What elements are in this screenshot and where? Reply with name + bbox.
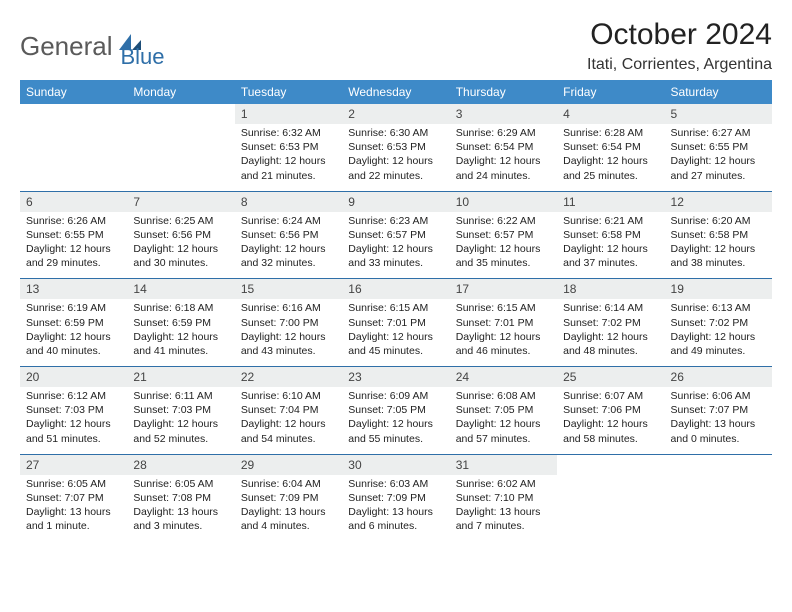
day-number-cell: 1 xyxy=(235,104,342,124)
day-number-cell: 11 xyxy=(557,191,664,212)
day-number-cell: 8 xyxy=(235,191,342,212)
day-number-cell: 7 xyxy=(127,191,234,212)
day-detail-cell: Sunrise: 6:28 AMSunset: 6:54 PMDaylight:… xyxy=(557,124,664,191)
col-monday: Monday xyxy=(127,80,234,104)
daynum-row: 20212223242526 xyxy=(20,367,772,388)
day-detail-cell: Sunrise: 6:11 AMSunset: 7:03 PMDaylight:… xyxy=(127,387,234,454)
day-detail-cell: Sunrise: 6:08 AMSunset: 7:05 PMDaylight:… xyxy=(450,387,557,454)
logo: General Blue xyxy=(20,22,165,70)
day-number-cell: 26 xyxy=(665,367,772,388)
daynum-row: 2728293031 xyxy=(20,454,772,475)
day-detail-cell xyxy=(665,475,772,542)
day-number-cell: 6 xyxy=(20,191,127,212)
day-detail-cell: Sunrise: 6:32 AMSunset: 6:53 PMDaylight:… xyxy=(235,124,342,191)
day-number-cell: 4 xyxy=(557,104,664,124)
day-detail-cell: Sunrise: 6:20 AMSunset: 6:58 PMDaylight:… xyxy=(665,212,772,279)
day-detail-cell: Sunrise: 6:18 AMSunset: 6:59 PMDaylight:… xyxy=(127,299,234,366)
day-number-cell: 15 xyxy=(235,279,342,300)
calendar-table: Sunday Monday Tuesday Wednesday Thursday… xyxy=(20,80,772,541)
day-detail-cell: Sunrise: 6:26 AMSunset: 6:55 PMDaylight:… xyxy=(20,212,127,279)
day-number-cell: 20 xyxy=(20,367,127,388)
day-detail-cell: Sunrise: 6:30 AMSunset: 6:53 PMDaylight:… xyxy=(342,124,449,191)
daynum-row: 6789101112 xyxy=(20,191,772,212)
day-number-cell: 13 xyxy=(20,279,127,300)
day-number-cell: 17 xyxy=(450,279,557,300)
day-number-cell: 10 xyxy=(450,191,557,212)
day-number-cell xyxy=(20,104,127,124)
day-detail-cell: Sunrise: 6:07 AMSunset: 7:06 PMDaylight:… xyxy=(557,387,664,454)
day-number-cell: 21 xyxy=(127,367,234,388)
day-number-cell xyxy=(557,454,664,475)
day-number-cell: 14 xyxy=(127,279,234,300)
logo-text-blue: Blue xyxy=(121,44,165,70)
logo-text-general: General xyxy=(20,31,113,62)
col-sunday: Sunday xyxy=(20,80,127,104)
day-detail-cell: Sunrise: 6:15 AMSunset: 7:01 PMDaylight:… xyxy=(450,299,557,366)
page-title: October 2024 xyxy=(587,18,772,52)
day-detail-cell: Sunrise: 6:02 AMSunset: 7:10 PMDaylight:… xyxy=(450,475,557,542)
col-tuesday: Tuesday xyxy=(235,80,342,104)
day-detail-cell: Sunrise: 6:29 AMSunset: 6:54 PMDaylight:… xyxy=(450,124,557,191)
daynum-row: 13141516171819 xyxy=(20,279,772,300)
detail-row: Sunrise: 6:05 AMSunset: 7:07 PMDaylight:… xyxy=(20,475,772,542)
day-detail-cell: Sunrise: 6:06 AMSunset: 7:07 PMDaylight:… xyxy=(665,387,772,454)
day-detail-cell: Sunrise: 6:16 AMSunset: 7:00 PMDaylight:… xyxy=(235,299,342,366)
day-detail-cell: Sunrise: 6:24 AMSunset: 6:56 PMDaylight:… xyxy=(235,212,342,279)
day-detail-cell: Sunrise: 6:22 AMSunset: 6:57 PMDaylight:… xyxy=(450,212,557,279)
day-detail-cell xyxy=(557,475,664,542)
day-detail-cell: Sunrise: 6:21 AMSunset: 6:58 PMDaylight:… xyxy=(557,212,664,279)
col-friday: Friday xyxy=(557,80,664,104)
day-number-cell: 22 xyxy=(235,367,342,388)
day-number-cell xyxy=(127,104,234,124)
col-saturday: Saturday xyxy=(665,80,772,104)
header: General Blue October 2024 Itati, Corrien… xyxy=(20,18,772,74)
day-number-cell: 31 xyxy=(450,454,557,475)
detail-row: Sunrise: 6:19 AMSunset: 6:59 PMDaylight:… xyxy=(20,299,772,366)
day-detail-cell: Sunrise: 6:13 AMSunset: 7:02 PMDaylight:… xyxy=(665,299,772,366)
day-number-cell: 2 xyxy=(342,104,449,124)
day-detail-cell: Sunrise: 6:03 AMSunset: 7:09 PMDaylight:… xyxy=(342,475,449,542)
day-number-cell: 28 xyxy=(127,454,234,475)
day-number-cell: 16 xyxy=(342,279,449,300)
day-number-cell: 27 xyxy=(20,454,127,475)
day-detail-cell: Sunrise: 6:05 AMSunset: 7:08 PMDaylight:… xyxy=(127,475,234,542)
day-number-cell: 25 xyxy=(557,367,664,388)
day-number-cell: 24 xyxy=(450,367,557,388)
day-detail-cell xyxy=(20,124,127,191)
day-number-cell: 12 xyxy=(665,191,772,212)
day-number-cell xyxy=(665,454,772,475)
day-header-row: Sunday Monday Tuesday Wednesday Thursday… xyxy=(20,80,772,104)
col-wednesday: Wednesday xyxy=(342,80,449,104)
day-detail-cell: Sunrise: 6:19 AMSunset: 6:59 PMDaylight:… xyxy=(20,299,127,366)
detail-row: Sunrise: 6:32 AMSunset: 6:53 PMDaylight:… xyxy=(20,124,772,191)
day-detail-cell: Sunrise: 6:15 AMSunset: 7:01 PMDaylight:… xyxy=(342,299,449,366)
day-number-cell: 29 xyxy=(235,454,342,475)
day-number-cell: 18 xyxy=(557,279,664,300)
daynum-row: 12345 xyxy=(20,104,772,124)
day-number-cell: 23 xyxy=(342,367,449,388)
day-number-cell: 19 xyxy=(665,279,772,300)
day-number-cell: 3 xyxy=(450,104,557,124)
calendar-body: 12345Sunrise: 6:32 AMSunset: 6:53 PMDayl… xyxy=(20,104,772,541)
detail-row: Sunrise: 6:12 AMSunset: 7:03 PMDaylight:… xyxy=(20,387,772,454)
title-block: October 2024 Itati, Corrientes, Argentin… xyxy=(587,18,772,74)
detail-row: Sunrise: 6:26 AMSunset: 6:55 PMDaylight:… xyxy=(20,212,772,279)
day-detail-cell: Sunrise: 6:14 AMSunset: 7:02 PMDaylight:… xyxy=(557,299,664,366)
day-number-cell: 9 xyxy=(342,191,449,212)
location-subtitle: Itati, Corrientes, Argentina xyxy=(587,56,772,74)
day-detail-cell: Sunrise: 6:04 AMSunset: 7:09 PMDaylight:… xyxy=(235,475,342,542)
day-detail-cell xyxy=(127,124,234,191)
day-detail-cell: Sunrise: 6:25 AMSunset: 6:56 PMDaylight:… xyxy=(127,212,234,279)
day-detail-cell: Sunrise: 6:23 AMSunset: 6:57 PMDaylight:… xyxy=(342,212,449,279)
day-detail-cell: Sunrise: 6:05 AMSunset: 7:07 PMDaylight:… xyxy=(20,475,127,542)
day-detail-cell: Sunrise: 6:27 AMSunset: 6:55 PMDaylight:… xyxy=(665,124,772,191)
day-number-cell: 30 xyxy=(342,454,449,475)
day-number-cell: 5 xyxy=(665,104,772,124)
day-detail-cell: Sunrise: 6:09 AMSunset: 7:05 PMDaylight:… xyxy=(342,387,449,454)
day-detail-cell: Sunrise: 6:10 AMSunset: 7:04 PMDaylight:… xyxy=(235,387,342,454)
day-detail-cell: Sunrise: 6:12 AMSunset: 7:03 PMDaylight:… xyxy=(20,387,127,454)
col-thursday: Thursday xyxy=(450,80,557,104)
